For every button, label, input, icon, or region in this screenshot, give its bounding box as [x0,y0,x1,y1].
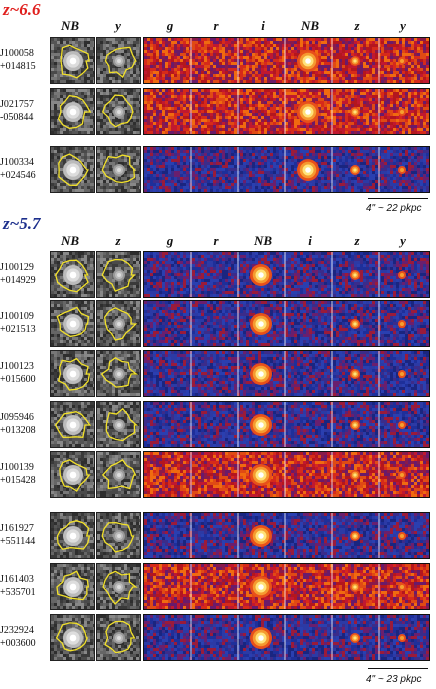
band-label: z [337,18,377,34]
color-stamp-strip [143,146,430,193]
object-id-label: J100139 +015428 [0,461,50,487]
object-id-label: J100109 +021513 [0,310,50,336]
broadband-grayscale-stamp [96,614,141,661]
object-id-label: J100129 +014929 [0,261,50,287]
object-id-dec: +535701 [0,586,50,599]
band-label: i [290,233,330,249]
nb-grayscale-stamp [50,37,95,84]
object-id-dec: +021513 [0,323,50,336]
nb-grayscale-stamp [50,563,95,610]
band-label: NB [243,233,283,249]
scale-bar-label: 4" ~ 22 pkpc [366,203,422,214]
object-id-label: J232924 +003600 [0,624,50,650]
object-id-label: J100058 +014815 [0,47,50,73]
object-id-ra: J100334 [0,156,50,169]
nb-grayscale-stamp [50,251,95,298]
object-id-ra: J232924 [0,624,50,637]
band-label: NB [50,233,90,249]
broadband-grayscale-stamp [96,350,141,397]
object-id-label: J100334 +024546 [0,156,50,182]
broadband-grayscale-stamp [96,451,141,498]
object-id-dec: +013208 [0,424,50,437]
object-id-dec: +551144 [0,535,50,548]
object-id-dec: +015600 [0,373,50,386]
nb-grayscale-stamp [50,401,95,448]
band-label: NB [50,18,90,34]
object-id-ra: J100109 [0,310,50,323]
color-stamp-strip [143,401,430,448]
nb-grayscale-stamp [50,350,95,397]
nb-grayscale-stamp [50,88,95,135]
object-id-label: J095946 +013208 [0,411,50,437]
scale-bar-label: 4" ~ 23 pkpc [366,674,422,685]
band-label: r [196,18,236,34]
scale-bar-line [368,668,428,669]
broadband-grayscale-stamp [96,563,141,610]
object-id-dec: +014815 [0,60,50,73]
object-id-ra: J100058 [0,47,50,60]
band-label: y [98,18,138,34]
color-stamp-strip [143,512,430,559]
nb-grayscale-stamp [50,614,95,661]
color-stamp-strip [143,300,430,347]
band-label: i [243,18,283,34]
nb-grayscale-stamp [50,300,95,347]
object-id-ra: J095946 [0,411,50,424]
section-title-z66: z~6.6 [3,0,41,20]
broadband-grayscale-stamp [96,512,141,559]
color-stamp-strip [143,451,430,498]
object-id-dec: +014929 [0,274,50,287]
object-id-ra: J161403 [0,573,50,586]
broadband-grayscale-stamp [96,251,141,298]
object-id-label: J161403 +535701 [0,573,50,599]
object-id-dec: +003600 [0,637,50,650]
color-stamp-strip [143,563,430,610]
object-id-ra: J021757 [0,98,50,111]
object-id-label: J100123 +015600 [0,360,50,386]
color-stamp-strip [143,251,430,298]
band-label: y [383,233,423,249]
nb-grayscale-stamp [50,146,95,193]
broadband-grayscale-stamp [96,146,141,193]
object-id-ra: J100129 [0,261,50,274]
broadband-grayscale-stamp [96,88,141,135]
broadband-grayscale-stamp [96,300,141,347]
band-label: r [196,233,236,249]
broadband-grayscale-stamp [96,37,141,84]
band-label: z [337,233,377,249]
band-label: y [383,18,423,34]
object-id-ra: J161927 [0,522,50,535]
object-id-label: J161927 +551144 [0,522,50,548]
section-title-z57: z~5.7 [3,214,41,234]
object-id-dec: -050844 [0,111,50,124]
band-label: NB [290,18,330,34]
band-label: z [98,233,138,249]
object-id-label: J021757 -050844 [0,98,50,124]
object-id-ra: J100123 [0,360,50,373]
color-stamp-strip [143,37,430,84]
broadband-grayscale-stamp [96,401,141,448]
color-stamp-strip [143,350,430,397]
object-id-dec: +024546 [0,169,50,182]
band-label: g [150,233,190,249]
object-id-dec: +015428 [0,474,50,487]
band-label: g [150,18,190,34]
object-id-ra: J100139 [0,461,50,474]
scale-bar-line [368,198,428,199]
color-stamp-strip [143,614,430,661]
nb-grayscale-stamp [50,512,95,559]
color-stamp-strip [143,88,430,135]
nb-grayscale-stamp [50,451,95,498]
